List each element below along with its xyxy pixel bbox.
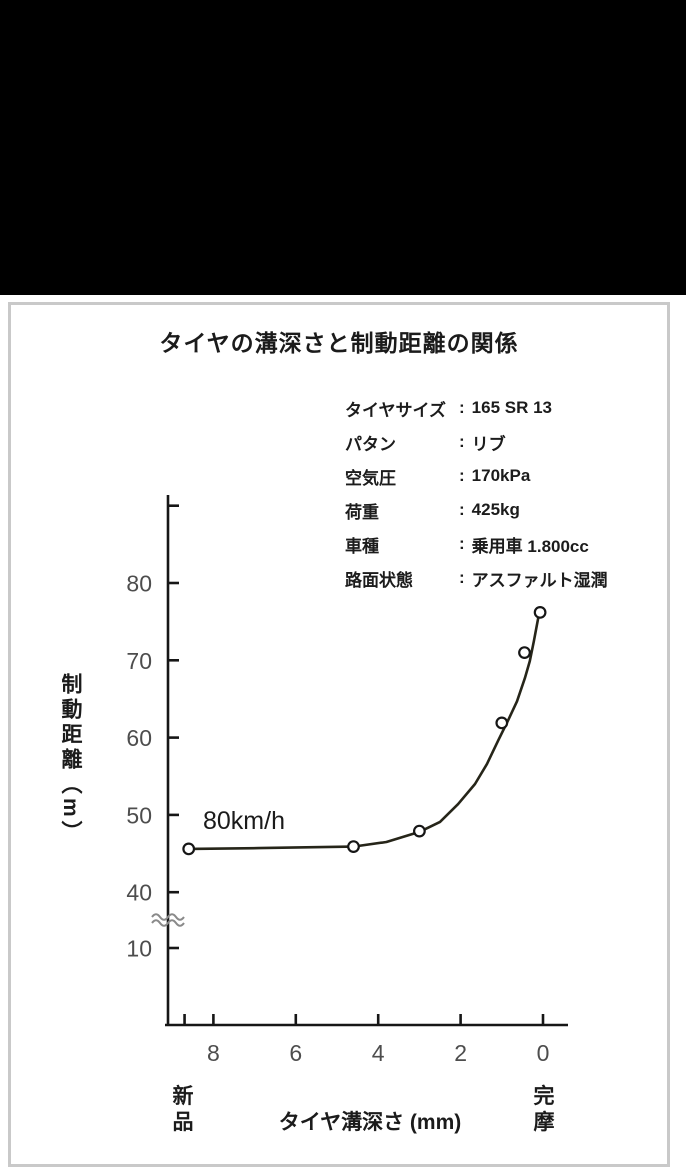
speed-annotation: 80km/h bbox=[203, 807, 285, 835]
x-end-label-worn: 完摩 bbox=[533, 1085, 555, 1134]
x-end-label-new: 新品 bbox=[172, 1085, 194, 1134]
y-tick-label: 70 bbox=[126, 648, 152, 674]
spec-separator: : bbox=[459, 534, 465, 553]
axis-break-mark bbox=[151, 919, 185, 927]
spec-value: 170kPa bbox=[471, 466, 531, 485]
spec-label: タイヤサイズ bbox=[345, 400, 446, 420]
chart-panel: タイヤの溝深さと制動距離の関係 タイヤサイズ:165 SR 13 パタン: リブ … bbox=[8, 302, 670, 1167]
spec-label: パタン bbox=[345, 434, 396, 454]
y-tick-label: 10 bbox=[126, 936, 152, 962]
y-tick-label: 80 bbox=[126, 571, 152, 597]
y-axis-title: 制動距離（m） bbox=[59, 673, 82, 846]
spec-value: 165 SR 13 bbox=[471, 398, 553, 417]
y-tick-label: 40 bbox=[126, 880, 152, 906]
spec-row-vehicle: 車種: 乗用車 1.800cc bbox=[345, 527, 608, 561]
spec-value: リブ bbox=[471, 434, 506, 454]
data-point bbox=[182, 842, 196, 856]
spec-separator: : bbox=[459, 500, 465, 519]
spec-separator: : bbox=[459, 432, 465, 451]
spec-row-load: 荷重:425kg bbox=[345, 493, 608, 527]
x-tick-label: 8 bbox=[207, 1040, 220, 1066]
x-tick-label: 6 bbox=[289, 1040, 302, 1066]
chart-title: タイヤの溝深さと制動距離の関係 bbox=[159, 330, 519, 356]
spec-separator: : bbox=[459, 398, 465, 417]
data-point bbox=[413, 824, 426, 838]
spec-separator: : bbox=[459, 466, 465, 485]
spec-row-road-condition: 路面状態: アスファルト湿潤 bbox=[345, 561, 608, 595]
spec-value: 425kg bbox=[471, 500, 520, 519]
x-tick-label: 0 bbox=[537, 1040, 550, 1066]
data-point bbox=[533, 606, 547, 619]
spec-label: 空気圧 bbox=[345, 468, 396, 488]
fit-curve bbox=[187, 611, 542, 851]
y-tick-label: 60 bbox=[126, 725, 152, 751]
spec-separator: : bbox=[459, 568, 465, 587]
test-conditions-list: タイヤサイズ:165 SR 13 パタン: リブ 空気圧:170kPa 荷重:42… bbox=[345, 391, 608, 595]
axis-break-mark bbox=[151, 913, 185, 921]
data-point bbox=[495, 716, 509, 730]
data-point bbox=[518, 646, 531, 660]
spec-value: アスファルト湿潤 bbox=[471, 570, 608, 590]
spec-value: 乗用車 1.800cc bbox=[471, 536, 589, 556]
spec-row-air-pressure: 空気圧:170kPa bbox=[345, 459, 608, 493]
chart-canvas: 80 70 60 50 40 10 8 6 4 2 0 80km/h bbox=[126, 495, 568, 1066]
top-black-band bbox=[0, 0, 686, 295]
spec-label: 路面状態 bbox=[345, 570, 413, 590]
x-axis-title: タイヤ溝深さ (mm) bbox=[278, 1111, 462, 1134]
spec-label: 荷重 bbox=[345, 502, 379, 522]
spec-label: 車種 bbox=[345, 536, 379, 556]
spec-row-pattern: パタン: リブ bbox=[345, 425, 608, 459]
spec-row-tire-size: タイヤサイズ:165 SR 13 bbox=[345, 391, 608, 425]
data-point bbox=[347, 840, 360, 853]
x-tick-label: 2 bbox=[454, 1040, 467, 1066]
y-tick-label: 50 bbox=[126, 802, 152, 828]
x-tick-label: 4 bbox=[372, 1040, 385, 1066]
